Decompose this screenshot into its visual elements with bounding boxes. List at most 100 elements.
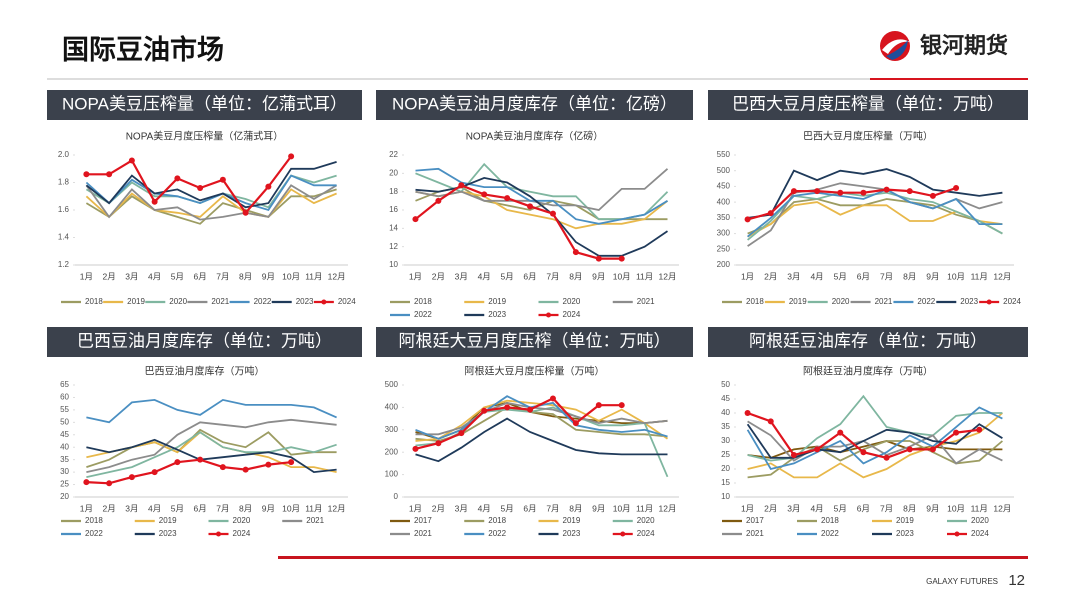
logo-swoosh (886, 40, 908, 60)
legend-label: 2024 (1003, 297, 1021, 306)
series-line (415, 417, 668, 463)
series-line (86, 428, 337, 468)
y-tick-label: 16 (389, 205, 398, 214)
y-tick-label: 35 (60, 455, 69, 464)
legend-label: 2022 (254, 297, 272, 306)
x-tick-label: 6月 (523, 271, 536, 281)
legend-marker (216, 531, 221, 537)
x-tick-label: 6月 (194, 503, 207, 513)
line-point (83, 479, 90, 486)
x-tick-label: 9月 (592, 503, 605, 513)
y-tick-label: 45 (60, 430, 69, 439)
logo: 银河期货 (880, 31, 1008, 61)
panel-title: 巴西大豆月度压榨量（单位：万吨） (732, 94, 1004, 113)
slide-title: 国际豆油市场 (62, 34, 224, 65)
line-point (527, 406, 534, 413)
legend-label: 2022 (414, 310, 432, 319)
line-point (242, 466, 249, 473)
line-point (219, 176, 226, 183)
x-tick-label: 5月 (171, 271, 184, 281)
x-tick-label: 8月 (569, 271, 582, 281)
y-tick-label: 400 (717, 197, 731, 206)
y-tick-label: 0 (394, 492, 399, 501)
x-tick-label: 11月 (305, 271, 322, 281)
line-point (790, 452, 797, 458)
x-tick-label: 3月 (455, 503, 468, 513)
x-tick-label: 1月 (409, 503, 422, 513)
x-tick-label: 3月 (125, 271, 138, 281)
legend-label: 2024 (971, 529, 989, 538)
legend-label: 2024 (637, 529, 655, 538)
x-tick-label: 2月 (103, 271, 116, 281)
x-tick-label: 11月 (971, 503, 988, 513)
legend-label: 2018 (85, 516, 103, 525)
x-tick-label: 12月 (328, 503, 346, 513)
x-tick-label: 5月 (171, 503, 184, 513)
y-tick-label: 30 (60, 467, 69, 476)
y-tick-label: 2.0 (58, 150, 70, 159)
legend-label: 2024 (563, 310, 581, 319)
legend-label: 2021 (306, 516, 324, 525)
y-tick-label: 300 (385, 425, 399, 434)
x-tick-label: 4月 (478, 271, 491, 281)
line-point (265, 461, 272, 468)
line-point (953, 185, 960, 191)
line-point (197, 456, 204, 463)
x-tick-label: 10月 (282, 271, 300, 281)
x-tick-label: 9月 (926, 271, 939, 281)
line-point (595, 255, 602, 262)
legend-label: 2020 (832, 297, 850, 306)
series-line (747, 188, 1003, 238)
x-tick-label: 4月 (810, 271, 823, 281)
x-tick-label: 8月 (239, 503, 252, 513)
y-tick-label: 1.4 (58, 233, 70, 242)
series-line (85, 174, 337, 212)
series-line (414, 184, 622, 260)
line-point (549, 210, 556, 217)
logo-swoosh (882, 39, 910, 54)
y-tick-label: 1.6 (58, 205, 70, 214)
series-line (85, 188, 337, 225)
x-tick-label: 9月 (262, 503, 275, 513)
x-tick-label: 2月 (764, 271, 777, 281)
x-tick-label: 2月 (432, 503, 445, 513)
series-line (747, 168, 1003, 219)
legend-label: 2021 (637, 297, 655, 306)
y-tick-label: 40 (721, 408, 730, 417)
line-point (458, 182, 465, 189)
x-tick-label: 5月 (834, 271, 847, 281)
panel-title: NOPA美豆油月度库存（单位：亿磅） (392, 94, 677, 113)
legend-label: 2019 (159, 516, 177, 525)
chart-subtitle: 阿根廷大豆月度压榨量（万吨） (465, 365, 605, 378)
y-tick-label: 40 (60, 442, 69, 451)
legend-label: 2018 (821, 516, 839, 525)
y-tick-label: 15 (721, 478, 730, 487)
y-tick-label: 20 (721, 464, 730, 473)
x-tick-label: 1月 (80, 503, 93, 513)
line-point (504, 404, 511, 411)
y-tick-label: 65 (60, 380, 69, 389)
y-tick-label: 1.8 (58, 178, 70, 187)
legend-label: 2021 (746, 529, 764, 538)
x-tick-label: 9月 (592, 271, 605, 281)
y-tick-label: 50 (721, 380, 730, 389)
x-tick-label: 9月 (926, 503, 939, 513)
legend-label: 2023 (896, 529, 914, 538)
chart-subtitle: 阿根廷豆油月度库存（万吨） (803, 365, 933, 378)
x-tick-label: 6月 (857, 503, 870, 513)
line-point (151, 198, 158, 205)
x-tick-label: 6月 (523, 503, 536, 513)
line-point (790, 188, 797, 195)
x-tick-label: 1月 (741, 271, 754, 281)
series-line (746, 423, 1003, 459)
x-tick-label: 6月 (194, 271, 207, 281)
panel-header (376, 327, 693, 357)
legend-label: 2020 (563, 297, 581, 306)
chart-panel: NOPA美豆压榨量（单位：亿蒲式耳） NOPA美豆月度压榨量（亿蒲式耳） 1.2 1.… (47, 90, 362, 306)
legend-label: 2020 (169, 297, 187, 306)
x-tick-label: 3月 (125, 503, 138, 513)
y-tick-label: 500 (717, 166, 731, 175)
legend-label: 2017 (414, 516, 432, 525)
series-line (86, 418, 337, 473)
x-tick-label: 12月 (659, 503, 677, 513)
